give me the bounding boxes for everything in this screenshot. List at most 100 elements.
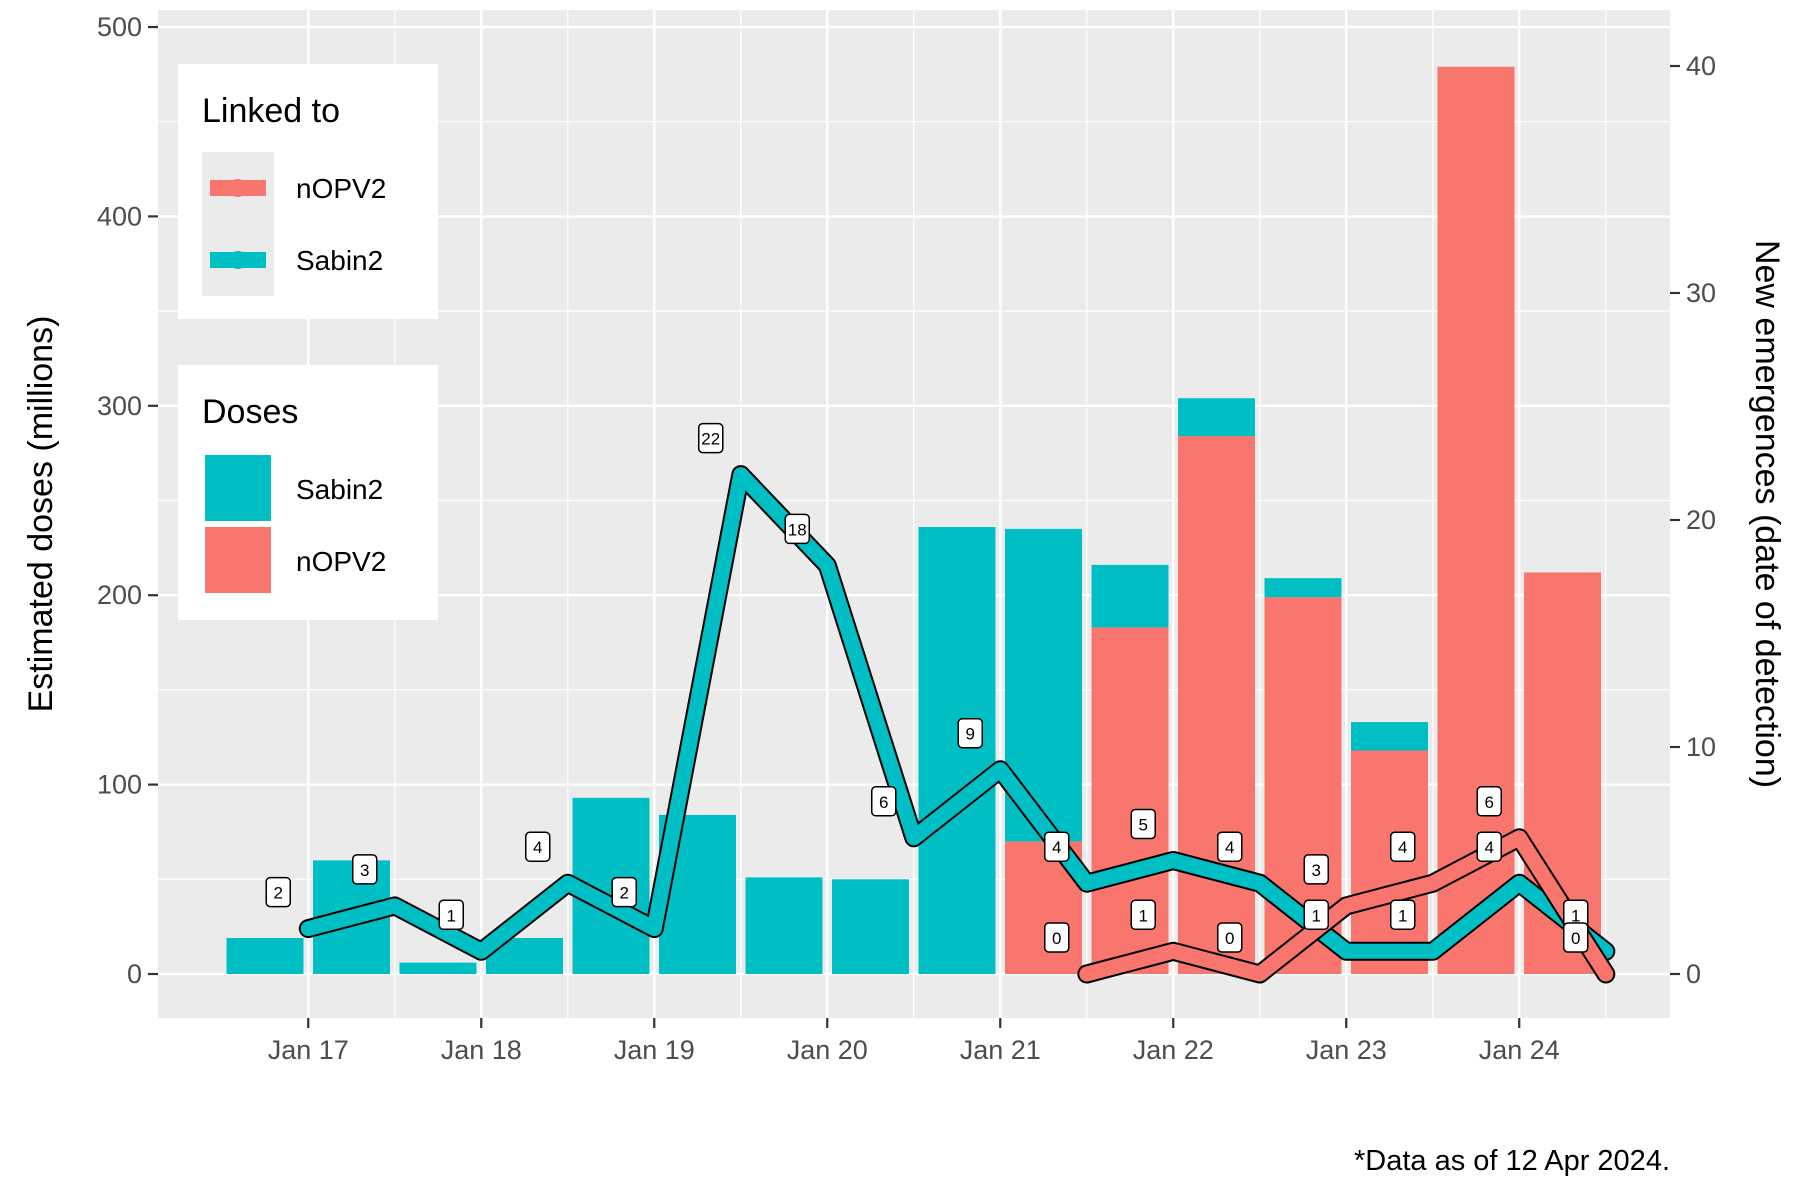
emergence-label-text: 1 bbox=[1139, 906, 1148, 925]
emergence-label-box bbox=[438, 899, 464, 931]
bar-sabin2 bbox=[399, 962, 477, 974]
emergence-label-text: 4 bbox=[1398, 838, 1407, 857]
y-right-axis-title: New emergences (date of detection) bbox=[1748, 240, 1786, 788]
emergence-label-box bbox=[265, 876, 291, 908]
emergence-label: 6 bbox=[1476, 786, 1502, 817]
x-tick-label: Jan 22 bbox=[1133, 1035, 1214, 1065]
emergence-label: 9 bbox=[957, 717, 983, 749]
emergence-label-box bbox=[1303, 854, 1329, 885]
emergence-label-text: 3 bbox=[360, 861, 369, 880]
bar-sabin2 bbox=[1351, 722, 1428, 751]
emergence-label-box bbox=[1476, 786, 1502, 817]
emergence-lines bbox=[298, 465, 1616, 984]
emergence-label: 3 bbox=[1303, 854, 1329, 885]
emergence-label-text: 9 bbox=[966, 725, 975, 744]
x-tick-label: Jan 24 bbox=[1479, 1035, 1560, 1065]
legend-doses-label-nopv2: nOPV2 bbox=[296, 546, 386, 577]
legend-linked-key-bg bbox=[202, 152, 274, 296]
legend-linked-title: Linked to bbox=[202, 92, 340, 130]
y-right-tick-label: 10 bbox=[1686, 732, 1716, 762]
bar-sabin2 bbox=[918, 527, 996, 974]
emergence-label-text: 1 bbox=[1571, 906, 1580, 925]
emergence-label-box bbox=[1563, 922, 1589, 953]
legend-linked-label-nopv2: nOPV2 bbox=[296, 173, 386, 204]
caption: *Data as of 12 Apr 2024. bbox=[1354, 1145, 1670, 1177]
emergence-label-box bbox=[1390, 831, 1416, 862]
bar-nopv2 bbox=[1178, 436, 1255, 974]
legend-linked-key-sabin2-point bbox=[229, 251, 247, 269]
bar-sabin2 bbox=[226, 938, 304, 974]
emergence-label: 4 bbox=[1217, 831, 1243, 862]
emergence-label: 22 bbox=[698, 422, 724, 454]
emergence-label-text: 4 bbox=[533, 838, 542, 857]
emergence-label-text: 3 bbox=[1312, 861, 1321, 880]
bar-nopv2 bbox=[1351, 750, 1428, 974]
y-right-tick-label: 40 bbox=[1686, 51, 1716, 81]
emergence-label: 0 bbox=[1044, 922, 1070, 953]
emergence-label-box bbox=[611, 876, 637, 908]
emergence-label: 6 bbox=[871, 786, 897, 817]
bar-sabin2 bbox=[745, 877, 823, 974]
legend-doses-title: Doses bbox=[202, 393, 298, 431]
emergence-label-box bbox=[1044, 831, 1070, 862]
emergence-label-text: 1 bbox=[1312, 906, 1321, 925]
bar-sabin2 bbox=[1091, 564, 1169, 628]
emergence-label-box bbox=[784, 513, 810, 545]
x-tick-label: Jan 20 bbox=[787, 1035, 868, 1065]
legend-doses-key-nopv2 bbox=[205, 527, 271, 593]
y-left-tick-label: 100 bbox=[97, 770, 142, 800]
bar-nopv2 bbox=[1091, 627, 1169, 974]
y-left-tick-label: 400 bbox=[97, 201, 142, 231]
emergence-label-text: 0 bbox=[1052, 929, 1061, 948]
emergence-label: 0 bbox=[1217, 922, 1243, 953]
legend-doses: Doses Sabin2 nOPV2 bbox=[178, 365, 438, 620]
y-left-tick-label: 300 bbox=[97, 391, 142, 421]
emergence-label-text: 6 bbox=[879, 793, 888, 812]
legend-doses-label-sabin2: Sabin2 bbox=[296, 474, 383, 505]
emergence-label-box bbox=[1217, 831, 1243, 862]
y-left-tick-label: 0 bbox=[127, 959, 142, 989]
emergence-label: 18 bbox=[784, 513, 810, 545]
emergence-label-box bbox=[1390, 899, 1416, 931]
emergence-label-box bbox=[1303, 899, 1329, 931]
emergence-label-text: 2 bbox=[620, 884, 629, 903]
x-tick-label: Jan 23 bbox=[1306, 1035, 1387, 1065]
y-left-tick-label: 200 bbox=[97, 580, 142, 610]
x-tick-label: Jan 19 bbox=[614, 1035, 695, 1065]
y-right-tick-label: 0 bbox=[1686, 959, 1701, 989]
bar-nopv2 bbox=[1437, 66, 1515, 975]
emergence-label-box bbox=[525, 831, 551, 862]
emergence-label: 4 bbox=[1044, 831, 1070, 862]
emergence-label-box bbox=[1130, 808, 1156, 840]
grid-major bbox=[158, 10, 1670, 1018]
emergence-label-text: 4 bbox=[1485, 838, 1494, 857]
emergence-label: 4 bbox=[1476, 831, 1502, 862]
emergence-label-box bbox=[1217, 922, 1243, 953]
emergence-label: 2 bbox=[265, 876, 291, 908]
emergence-label-text: 5 bbox=[1139, 816, 1148, 835]
emergence-label-box bbox=[957, 717, 983, 749]
emergence-label-text: 1 bbox=[447, 906, 456, 925]
emergence-label: 1 bbox=[438, 899, 464, 931]
x-tick-label: Jan 17 bbox=[268, 1035, 349, 1065]
emergence-label-box bbox=[698, 422, 724, 454]
y-right-tick-label: 30 bbox=[1686, 278, 1716, 308]
emergence-label-text: 2 bbox=[274, 884, 283, 903]
emergence-label-text: 0 bbox=[1225, 929, 1234, 948]
emergence-line-sabin2 bbox=[300, 467, 1614, 959]
bar-sabin2 bbox=[832, 879, 909, 974]
x-tick-label: Jan 21 bbox=[960, 1035, 1041, 1065]
emergence-label: 1 bbox=[1130, 899, 1156, 931]
legend-linked-key-nopv2-point bbox=[229, 179, 247, 197]
emergence-label-text: 6 bbox=[1485, 793, 1494, 812]
y-left-axis-title: Estimated doses (millions) bbox=[22, 316, 60, 713]
emergence-label-text: 22 bbox=[701, 430, 720, 449]
emergence-label-text: 1 bbox=[1398, 906, 1407, 925]
y-right-tick-label: 20 bbox=[1686, 505, 1716, 535]
legend-linked-label-sabin2: Sabin2 bbox=[296, 245, 383, 276]
emergence-label: 5 bbox=[1130, 808, 1156, 840]
emergence-label-text: 4 bbox=[1225, 838, 1234, 857]
emergence-label: 4 bbox=[525, 831, 551, 862]
